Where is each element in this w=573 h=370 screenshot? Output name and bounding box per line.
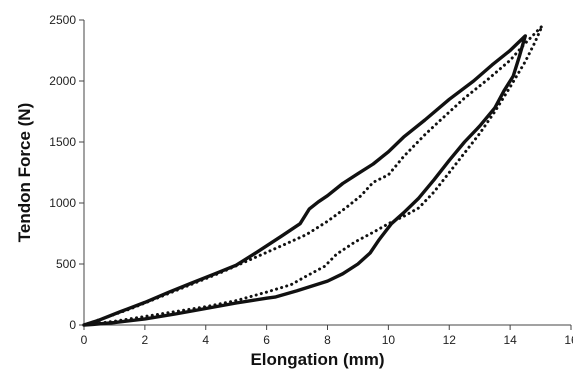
series-layer [82, 24, 544, 327]
y-tick-label: 1500 [49, 135, 76, 149]
y-tick-label: 2000 [49, 74, 76, 88]
y-axis-ticks: 0 500 1000 1500 2000 2500 [49, 13, 84, 332]
x-axis-title: Elongation (mm) [250, 350, 384, 369]
x-axis-ticks: 0 2 4 6 8 10 12 14 16 [81, 325, 573, 347]
x-tick-label: 12 [443, 333, 457, 347]
x-tick-label: 0 [81, 333, 88, 347]
y-axis-title: Tendon Force (N) [15, 103, 34, 242]
series-line-2-dotted [82, 24, 544, 327]
x-tick-label: 16 [564, 333, 573, 347]
x-tick-label: 4 [202, 333, 209, 347]
x-tick-label: 8 [324, 333, 331, 347]
y-tick-label: 0 [69, 318, 76, 332]
x-tick-label: 10 [382, 333, 396, 347]
x-tick-label: 6 [263, 333, 270, 347]
y-tick-label: 2500 [49, 13, 76, 27]
y-tick-label: 500 [56, 257, 76, 271]
series-line-1-solid [82, 34, 527, 327]
x-tick-label: 14 [503, 333, 517, 347]
x-tick-label: 2 [142, 333, 149, 347]
y-tick-label: 1000 [49, 196, 76, 210]
